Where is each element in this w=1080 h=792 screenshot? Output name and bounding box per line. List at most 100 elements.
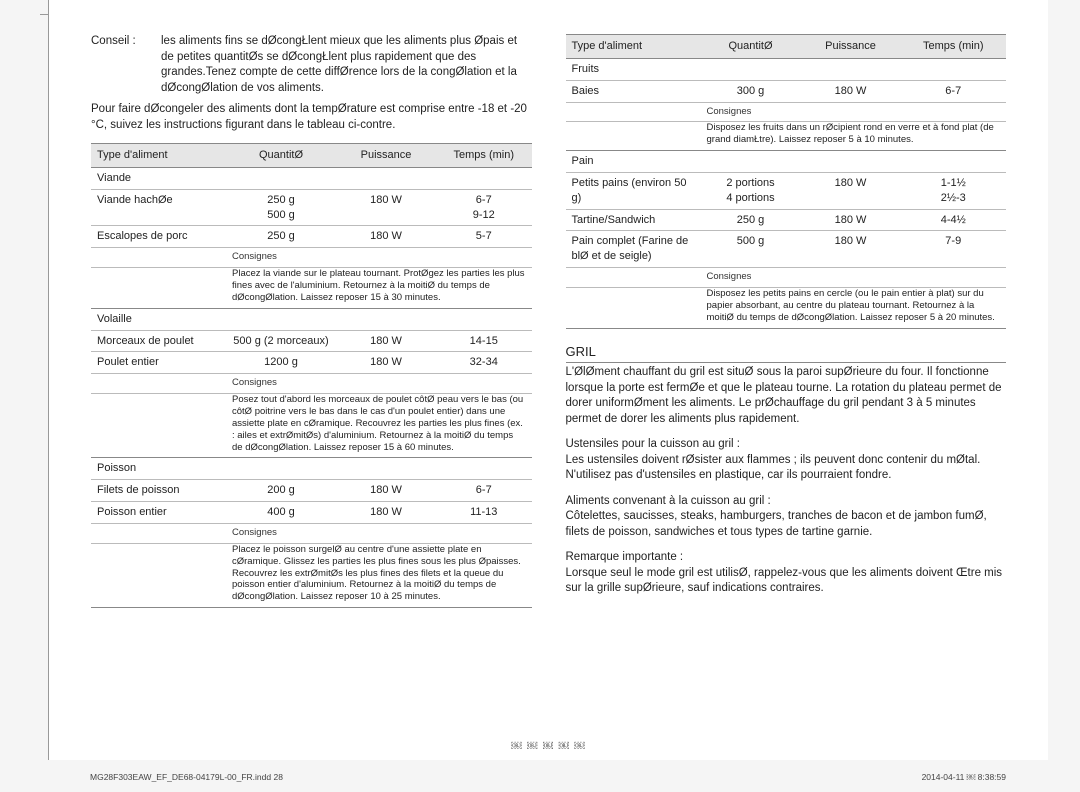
consignes-label: Consignes [701, 268, 1007, 288]
footer-date: 2014-04-11 ￼ 8:38:59 [922, 772, 1006, 782]
table-row: Escalopes de porc250 g180 W5-7 [91, 226, 532, 248]
cell-empty [566, 122, 701, 151]
th-type: Type d'aliment [566, 35, 701, 59]
cell-qty: 500 g [701, 231, 801, 268]
cell-power: 180 W [801, 209, 901, 231]
cell-empty [566, 287, 701, 328]
consignes-label: Consignes [226, 248, 532, 268]
gril-remarque-text: Lorsque seul le mode gril est utilisØ, r… [566, 566, 1007, 597]
cell-power: 180 W [336, 352, 436, 374]
cell-time: 14-15 [436, 330, 532, 352]
consignes-label: Consignes [226, 374, 532, 394]
cell-qty: 300 g [701, 80, 801, 102]
cell-label: Viande hachØe [91, 189, 226, 226]
cell-label: Poisson entier [91, 502, 226, 524]
cell-power: 180 W [336, 330, 436, 352]
cell-qty: 250 g [226, 226, 336, 248]
gril-remarque-label: Remarque importante : [566, 550, 1007, 566]
table-row: Viande hachØe250 g500 g180 W6-79-12 [91, 189, 532, 226]
footer: MG28F303EAW_EF_DE68-04179L-00_FR.indd 28… [48, 772, 1048, 782]
table-row: Morceaux de poulet500 g (2 morceaux)180 … [91, 330, 532, 352]
th-type: Type d'aliment [91, 144, 226, 168]
cell-empty [91, 248, 226, 268]
cell-power: 180 W [801, 172, 901, 209]
cell-label: Pain complet (Farine de blØ et de seigle… [566, 231, 701, 268]
category-row: Pain [566, 151, 1007, 173]
cell-power: 180 W [801, 80, 901, 102]
right-food-table: Type d'aliment QuantitØ Puissance Temps … [566, 34, 1007, 329]
table-row: Baies300 g180 W6-7 [566, 80, 1007, 102]
cell-empty [91, 394, 226, 458]
cell-empty [566, 102, 701, 122]
consignes-text: Placez la viande sur le plateau tournant… [226, 268, 532, 309]
left-column: Conseil : les aliments ﬁns se dØcongŁlen… [91, 34, 532, 760]
category-row: Fruits [566, 58, 1007, 80]
consignes-label: Consignes [226, 524, 532, 544]
conseil-label: Conseil : [91, 34, 151, 96]
page-number-marks: ￼ ￼ ￼ ￼ ￼ [48, 741, 1048, 752]
gril-p1: L'ØlØment chauffant du gril est situØ so… [566, 365, 1007, 427]
consignes-label: Consignes [701, 102, 1007, 122]
cell-qty: 250 g500 g [226, 189, 336, 226]
cell-qty: 500 g (2 morceaux) [226, 330, 336, 352]
cell-qty: 1200 g [226, 352, 336, 374]
cell-power: 180 W [336, 189, 436, 226]
th-qty: QuantitØ [701, 35, 801, 59]
consignes-text: Placez le poisson surgelØ au centre d'un… [226, 543, 532, 607]
right-column: Type d'aliment QuantitØ Puissance Temps … [566, 34, 1007, 760]
consignes-text: Disposez les petits pains en cercle (ou … [701, 287, 1007, 328]
cell-time: 6-7 [901, 80, 1007, 102]
cell-qty: 400 g [226, 502, 336, 524]
table-row: Poisson entier400 g180 W11-13 [91, 502, 532, 524]
cell-time: 1-1½2½-3 [901, 172, 1007, 209]
cell-empty [91, 524, 226, 544]
cell-time: 5-7 [436, 226, 532, 248]
conseil-block: Conseil : les aliments ﬁns se dØcongŁlen… [91, 34, 532, 96]
category-row: Viande [91, 167, 532, 189]
conseil-text: les aliments ﬁns se dØcongŁlent mieux qu… [161, 34, 532, 96]
left-intro: Pour faire dØcongeler des aliments dont … [91, 102, 532, 133]
cell-power: 180 W [336, 502, 436, 524]
table-row: Filets de poisson200 g180 W6-7 [91, 480, 532, 502]
cell-time: 4-4½ [901, 209, 1007, 231]
cell-label: Tartine/Sandwich [566, 209, 701, 231]
th-power: Puissance [336, 144, 436, 168]
gril-ustensiles-label: Ustensiles pour la cuisson au gril : [566, 437, 1007, 453]
gril-ustensiles-text: Les ustensiles doivent rØsister aux ﬂamm… [566, 453, 1007, 484]
table-row: Petits pains (environ 50 g)2 portions4 p… [566, 172, 1007, 209]
gril-aliments-text: Côtelettes, saucisses, steaks, hamburger… [566, 509, 1007, 540]
cell-power: 180 W [336, 226, 436, 248]
th-qty: QuantitØ [226, 144, 336, 168]
th-power: Puissance [801, 35, 901, 59]
left-food-table: Type d'aliment QuantitØ Puissance Temps … [91, 143, 532, 608]
page: Conseil : les aliments ﬁns se dØcongŁlen… [48, 0, 1048, 760]
consignes-text: Posez tout d'abord les morceaux de poule… [226, 394, 532, 458]
cell-empty [566, 268, 701, 288]
cell-empty [91, 268, 226, 309]
cell-label: Escalopes de porc [91, 226, 226, 248]
gril-aliments-label: Aliments convenant à la cuisson au gril … [566, 494, 1007, 510]
category-row: Volaille [91, 308, 532, 330]
cell-time: 11-13 [436, 502, 532, 524]
category-row: Poisson [91, 458, 532, 480]
cell-empty [91, 543, 226, 607]
table-row: Pain complet (Farine de blØ et de seigle… [566, 231, 1007, 268]
footer-file: MG28F303EAW_EF_DE68-04179L-00_FR.indd 28 [90, 772, 283, 782]
cell-label: Petits pains (environ 50 g) [566, 172, 701, 209]
cell-time: 6-7 [436, 480, 532, 502]
cell-time: 7-9 [901, 231, 1007, 268]
cell-qty: 2 portions4 portions [701, 172, 801, 209]
cell-qty: 250 g [701, 209, 801, 231]
cell-power: 180 W [336, 480, 436, 502]
th-time: Temps (min) [436, 144, 532, 168]
gril-title: GRIL [566, 343, 1007, 364]
cell-label: Morceaux de poulet [91, 330, 226, 352]
cell-label: Baies [566, 80, 701, 102]
cell-power: 180 W [801, 231, 901, 268]
table-row: Poulet entier1200 g180 W32-34 [91, 352, 532, 374]
cell-empty [91, 374, 226, 394]
cell-time: 32-34 [436, 352, 532, 374]
cell-label: Poulet entier [91, 352, 226, 374]
consignes-text: Disposez les fruits dans un rØcipient ro… [701, 122, 1007, 151]
cell-qty: 200 g [226, 480, 336, 502]
